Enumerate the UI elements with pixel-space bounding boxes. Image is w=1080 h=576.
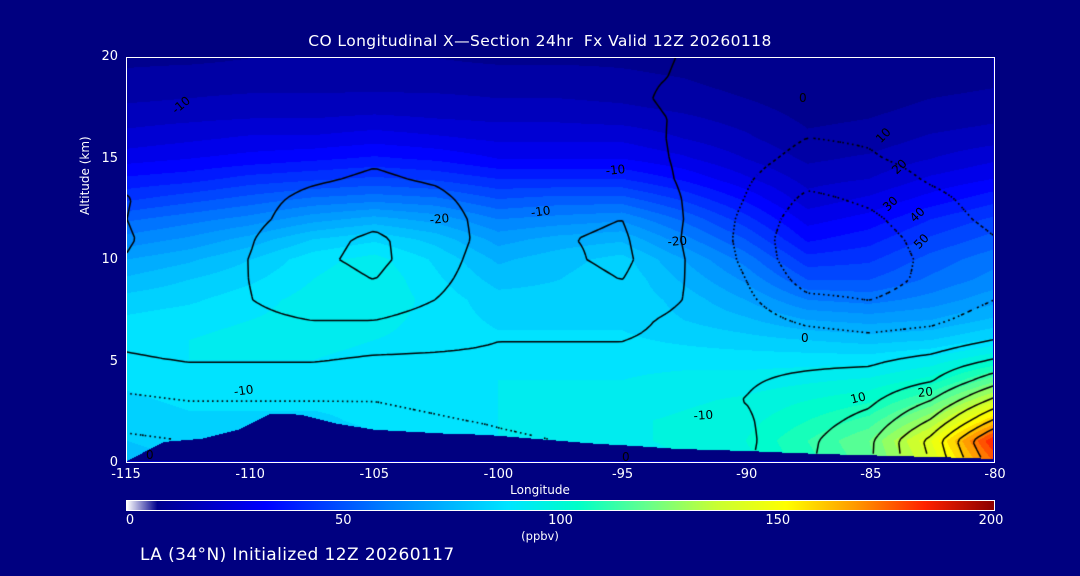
y-tick-label: 0 [109,455,118,470]
x-tick-label: -105 [359,467,390,482]
colorbar-tick-label: 150 [765,513,791,528]
colorbar-tick-label: 100 [548,513,573,528]
contour-label: -10 [233,382,255,399]
colorbar-unit-label: (ppbv) [521,529,559,543]
contour-label: -10 [530,203,552,220]
x-tick-label: -110 [235,467,265,482]
x-axis-label: Longitude [510,483,570,497]
x-tick-label: -85 [860,467,882,482]
y-tick-label: 5 [109,353,118,369]
colorbar [126,500,995,511]
contour-label: -10 [693,407,714,423]
x-tick-label: -95 [611,467,634,482]
colorbar-tick-label: 200 [978,513,1004,528]
y-tick-label: 10 [101,252,118,267]
cross-section-plot: -10 -10 -10 -20 -20 -10 -10 0 0 0 0 10 20 30 40 50 10 20 [126,57,995,463]
contour-label: 0 [146,448,154,462]
contour-label: 20 [917,384,934,400]
contour-label: 0 [622,450,630,463]
contour-label: 0 [801,331,809,345]
y-tick-label: 20 [101,49,118,64]
y-axis-label: Altitude (km) [78,136,92,215]
x-tick-label: -90 [736,467,758,482]
contour-label: 0 [799,91,807,105]
contour-fill-canvas [127,58,993,461]
x-tick-label: -115 [111,467,141,482]
x-tick-label: -100 [483,467,514,482]
contour-label: -20 [429,210,450,227]
contour-label: -20 [667,233,688,249]
colorbar-tick-label: 50 [334,513,352,528]
x-tick-label: -80 [984,467,1006,482]
y-tick-label: 15 [101,150,118,166]
colorbar-tick-label: 0 [125,513,135,528]
chart-title: CO Longitudinal X—Section 24hr Fx Valid … [308,32,772,50]
figure-caption: LA (34°N) Initialized 12Z 20260117 [140,545,455,565]
contour-label: -10 [605,161,626,178]
